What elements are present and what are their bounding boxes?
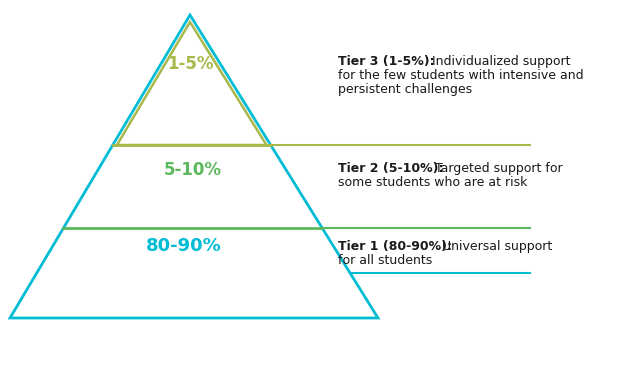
Text: 1-5%: 1-5% [167,55,213,73]
Text: Individualized support: Individualized support [428,55,570,68]
Text: Tier 2 (5-10%):: Tier 2 (5-10%): [338,162,444,175]
Text: Tier 3 (1-5%):: Tier 3 (1-5%): [338,55,435,68]
Text: 5-10%: 5-10% [163,161,221,179]
Text: persistent challenges: persistent challenges [338,83,472,96]
Text: 80-90%: 80-90% [145,237,221,255]
Text: for the few students with intensive and: for the few students with intensive and [338,69,584,82]
Text: for all students: for all students [338,254,432,267]
Text: Universal support: Universal support [438,240,552,253]
Text: some students who are at risk: some students who are at risk [338,176,527,189]
Text: Targeted support for: Targeted support for [431,162,563,175]
Text: Tier 1 (80-90%):: Tier 1 (80-90%): [338,240,452,253]
